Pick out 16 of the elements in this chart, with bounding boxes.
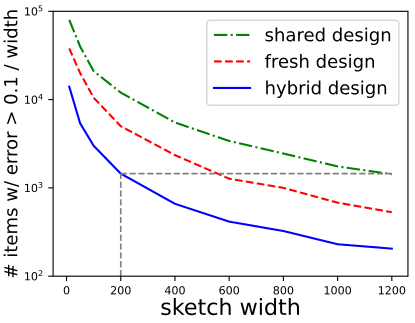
- x-tick-label: 400: [164, 286, 185, 294]
- legend-label: fresh design: [264, 54, 374, 72]
- x-tick-label: 0: [64, 286, 70, 294]
- legend-label: shared design: [266, 28, 390, 46]
- y-tick-label: 10$^{2}$: [25, 270, 42, 280]
- x-tick-label: 1000: [324, 286, 352, 294]
- x-tick-label: 1200: [378, 286, 406, 294]
- x-axis-title: sketch width: [161, 298, 299, 316]
- legend-label: hybrid design: [266, 80, 386, 98]
- x-tick-label: 600: [219, 286, 240, 294]
- y-tick-label: 10$^{4}$: [25, 94, 43, 104]
- x-tick-label: 800: [274, 286, 294, 294]
- x-tick-label: 200: [110, 286, 131, 294]
- y-tick-label: 10$^{5}$: [25, 6, 42, 16]
- y-axis-title: # items w/ error > 0.1 / width: [4, 10, 19, 278]
- y-tick-label: 10$^{3}$: [25, 182, 42, 192]
